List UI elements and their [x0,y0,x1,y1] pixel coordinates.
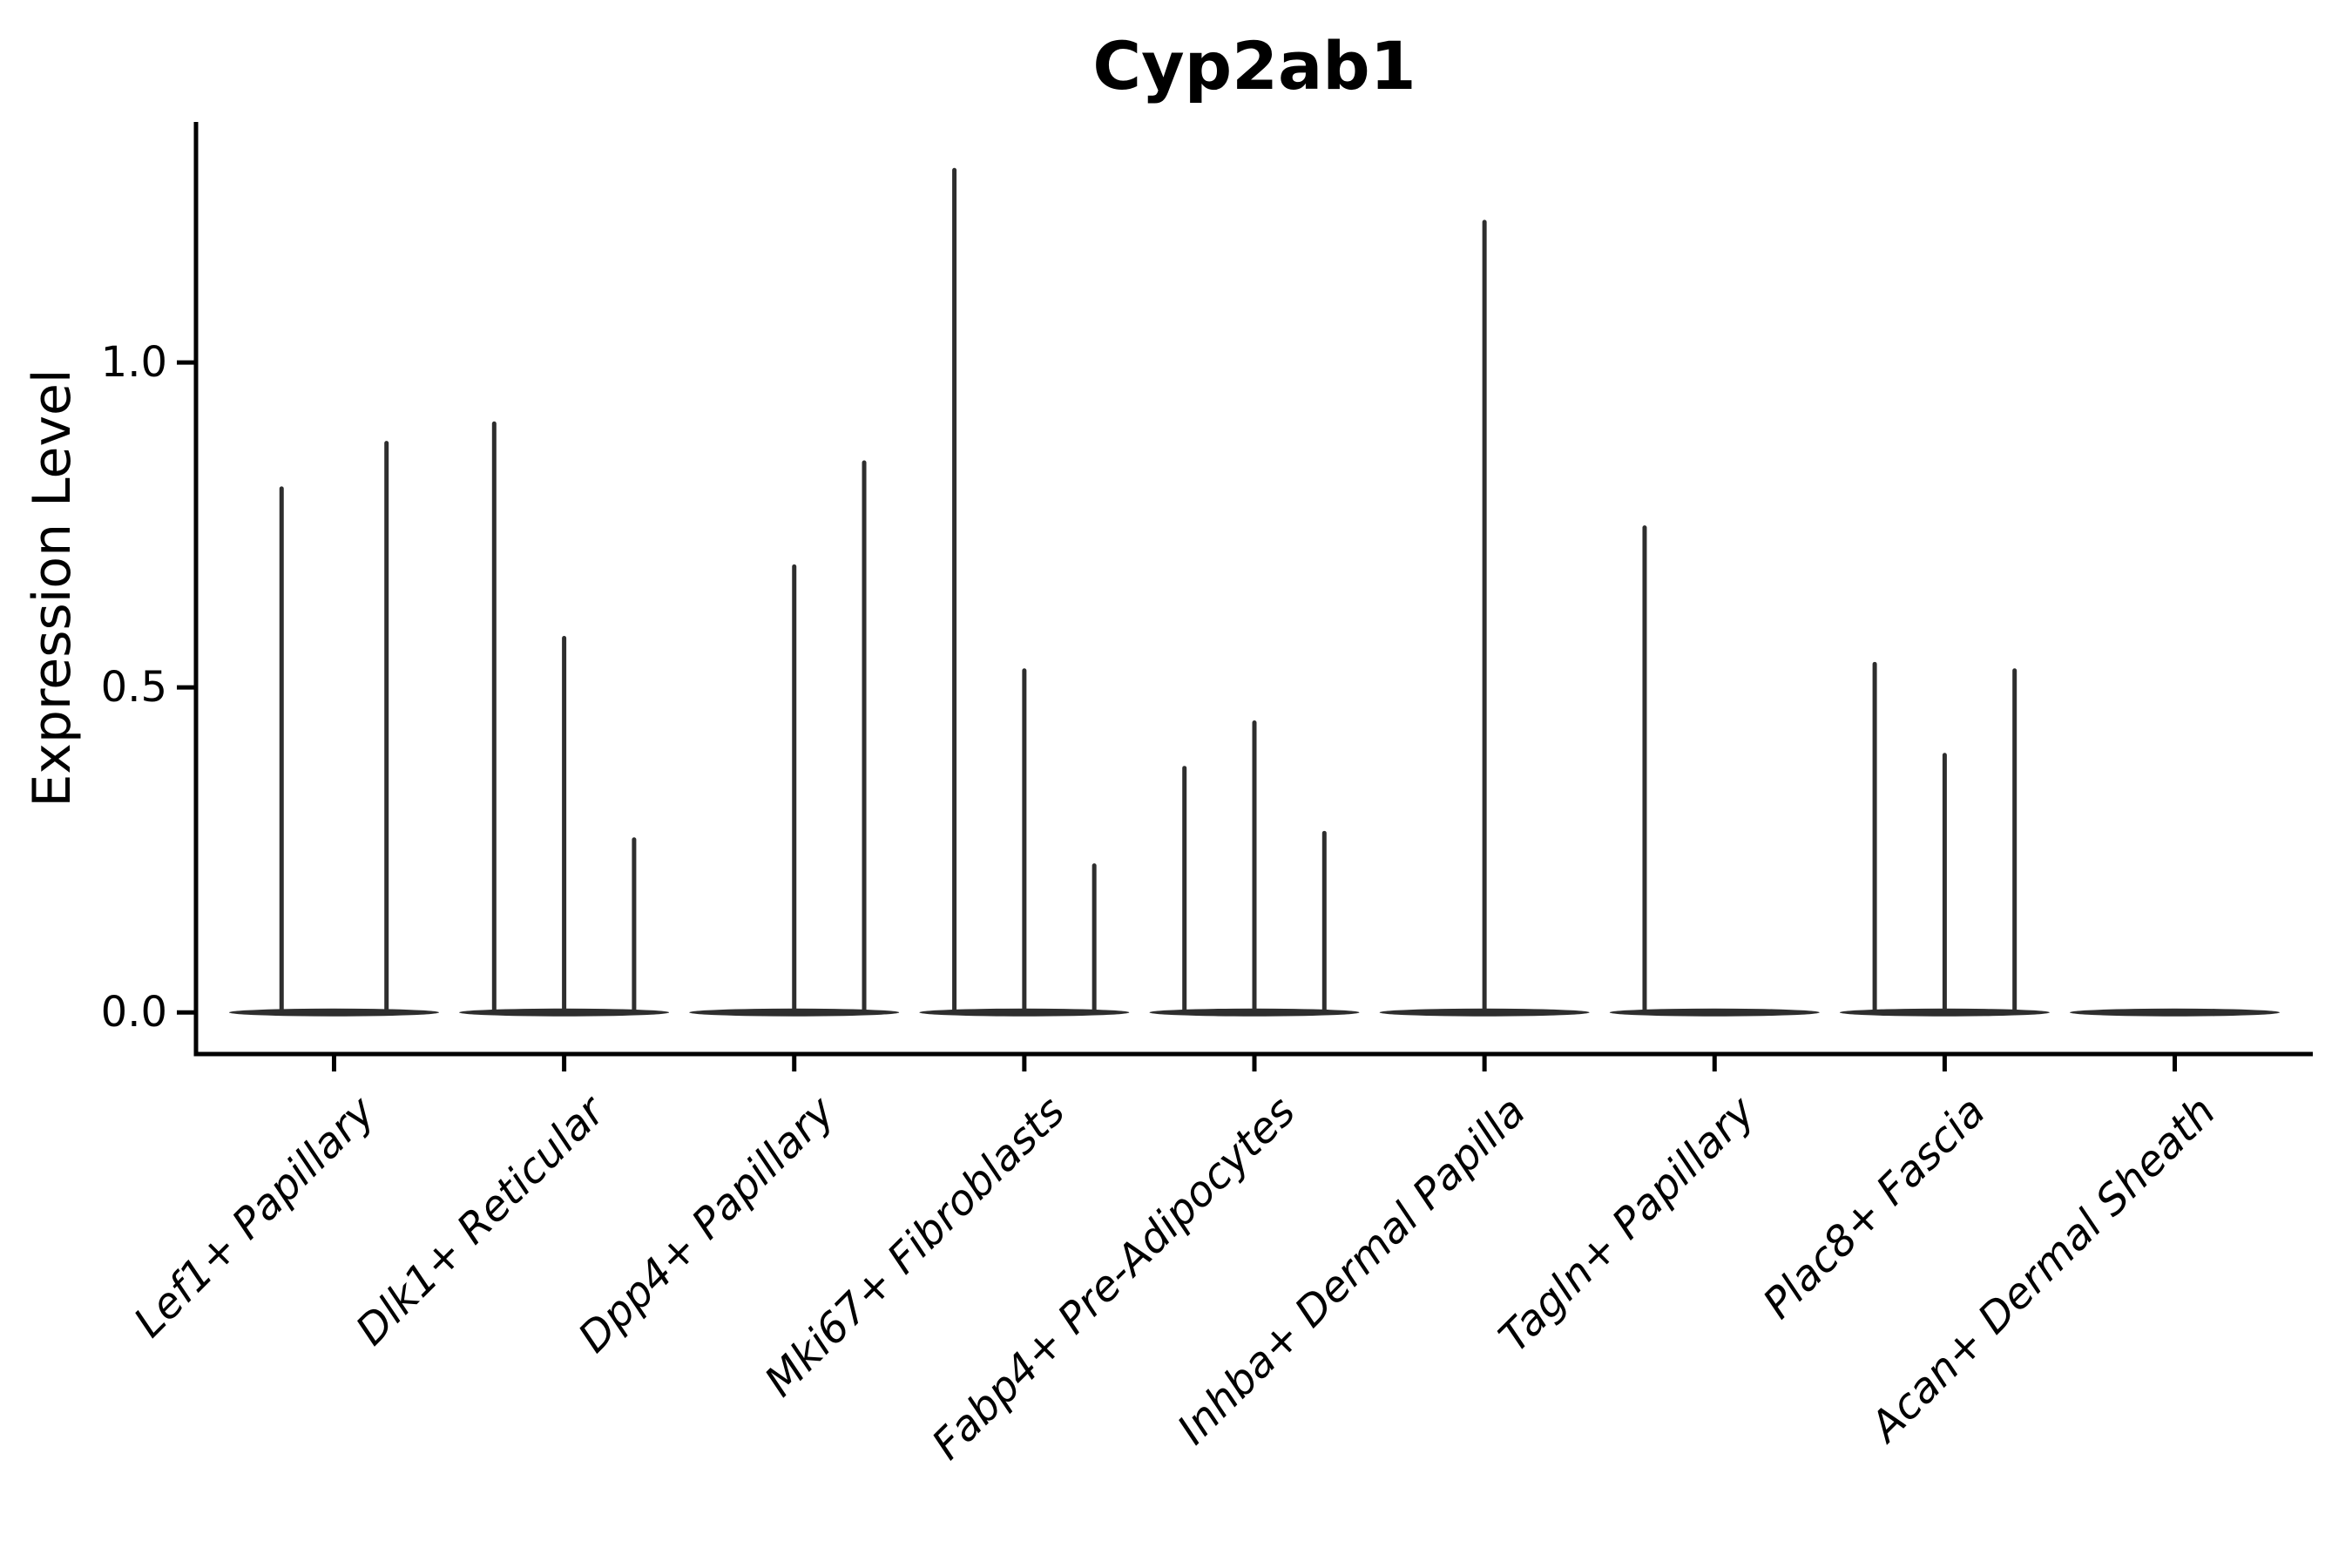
y-tick-label: 0.0 [100,988,167,1037]
y-tick-label: 0.5 [100,663,167,713]
violin-base [229,1008,439,1017]
plot-title: Cyp2ab1 [1092,27,1416,105]
violin-base [2070,1008,2280,1017]
y-tick-label: 1.0 [100,338,167,388]
violin-base [1609,1008,1820,1017]
